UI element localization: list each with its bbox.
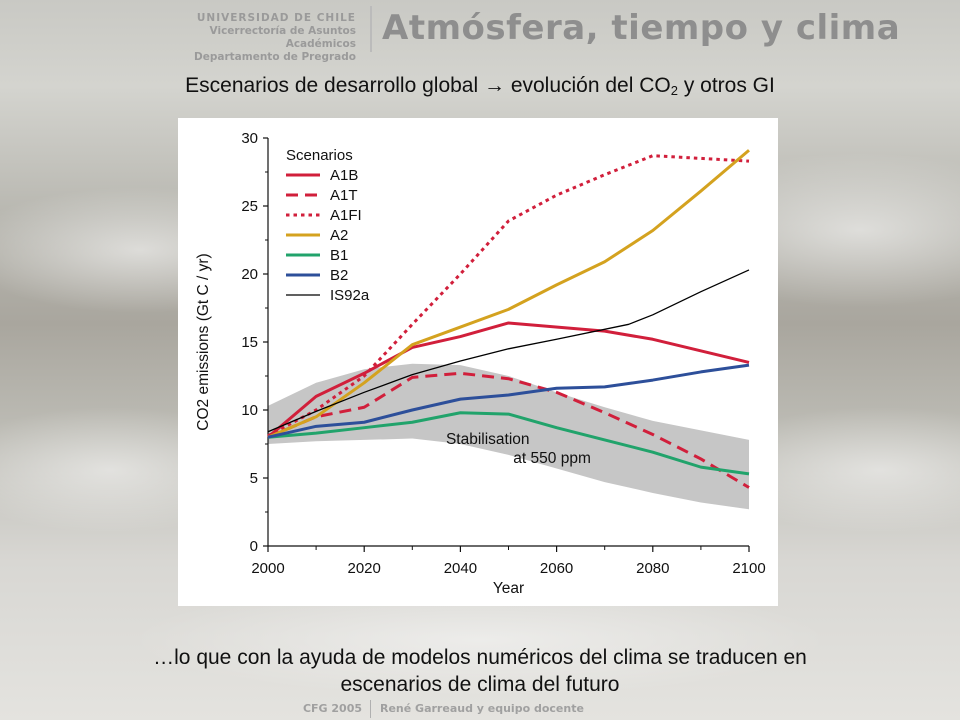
band-label-line-1: Stabilisation <box>446 431 530 448</box>
y-tick-label: 30 <box>241 130 258 147</box>
legend-label-a2: A2 <box>330 227 348 244</box>
co2-emissions-chart: Stabilisation at 550 ppm 0 5 10 15 20 25 30 2000 2… <box>195 130 766 597</box>
series-line-a2 <box>267 149 750 439</box>
series-line-b1 <box>267 411 750 476</box>
slide-title-main: Escenarios de desarrollo global → evoluc… <box>185 74 671 97</box>
x-tick-label: 2020 <box>348 560 381 577</box>
series-line-b2 <box>267 363 750 439</box>
series-line-a1fi <box>267 154 750 438</box>
course-title: Atmósfera, tiempo y clima <box>382 8 901 48</box>
series-line-a1t <box>267 371 750 489</box>
footer-authors: René Garreaud y equipo docente <box>380 702 584 715</box>
chart-panel: Stabilisation at 550 ppm 0 5 10 15 20 25 30 2000 2… <box>178 118 778 606</box>
slide-caption: …lo que con la ayuda de modelos numérico… <box>0 644 960 698</box>
stabilisation-band <box>268 363 749 510</box>
y-tick-label: 20 <box>241 266 258 283</box>
legend-label-b1: B1 <box>330 247 348 264</box>
caption-line-1: …lo que con la ayuda de modelos numérico… <box>153 646 807 669</box>
y-tick-label: 5 <box>250 470 258 487</box>
legend-label-a1fi: A1FI <box>330 207 362 224</box>
x-tick-label: 2100 <box>732 560 765 577</box>
legend-label-a1b: A1B <box>330 167 358 184</box>
x-axis-label: Year <box>493 580 524 597</box>
institution-block: UNIVERSIDAD DE CHILE Vicerrectoría de As… <box>150 12 356 64</box>
series-line-a1b <box>267 321 750 439</box>
caption-line-2: escenarios de clima del futuro <box>340 673 620 696</box>
departamento-name: Departamento de Pregrado <box>194 51 356 63</box>
y-tick-label: 0 <box>250 538 258 555</box>
x-tick-label: 2060 <box>540 560 573 577</box>
x-tick-label: 2040 <box>444 560 477 577</box>
legend-label-a1t: A1T <box>330 187 358 204</box>
y-tick-label: 10 <box>241 402 258 419</box>
band-label-line-2: at 550 ppm <box>513 450 591 467</box>
x-tick-label: 2080 <box>636 560 669 577</box>
slide-title-subscript: 2 <box>670 83 678 98</box>
vicerrectoria-name: Vicerrectoría de Asuntos Académicos <box>209 25 356 50</box>
slide-title-end: y otros GI <box>677 74 775 97</box>
x-tick-label: 2000 <box>251 560 284 577</box>
legend-label-is92a: IS92a <box>330 287 370 304</box>
series-line-is92a <box>267 269 750 433</box>
header-divider <box>370 6 372 52</box>
y-tick-label: 25 <box>241 198 258 215</box>
university-name: UNIVERSIDAD DE CHILE <box>196 12 356 24</box>
y-tick-label: 15 <box>241 334 258 351</box>
legend-title: Scenarios <box>286 147 353 164</box>
y-axis-label: CO2 emissions (Gt C / yr) <box>195 253 212 430</box>
footer-divider <box>370 700 371 718</box>
legend-label-b2: B2 <box>330 267 348 284</box>
footer-course: CFG 2005 <box>302 702 362 715</box>
slide-title: Escenarios de desarrollo global → evoluc… <box>0 74 960 98</box>
